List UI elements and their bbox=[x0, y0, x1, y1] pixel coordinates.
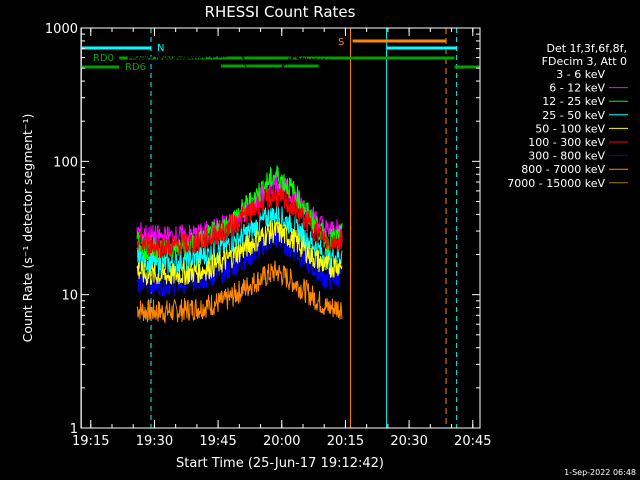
x-tick-label: 20:30 bbox=[390, 434, 427, 449]
legend-header-line: Det 1f,3f,6f,8f, bbox=[546, 42, 627, 55]
series-800-7000keV-trace bbox=[136, 260, 343, 325]
annotation-rd6: RD6 bbox=[125, 62, 146, 73]
legend-label: 100 - 300 keV bbox=[528, 136, 605, 149]
legend-label: 800 - 7000 keV bbox=[521, 163, 605, 176]
legend: Det 1f,3f,6f,8f,FDecim 3, Att 03 - 6 keV… bbox=[507, 42, 628, 190]
plot-frame bbox=[80, 27, 481, 429]
series-100-300keV-trace bbox=[136, 187, 343, 260]
x-tick-label: 20:15 bbox=[327, 434, 364, 449]
chart-title: RHESSI Count Rates bbox=[205, 3, 356, 21]
annotation-s: S bbox=[338, 37, 344, 48]
trace-path bbox=[136, 220, 343, 286]
series-50-100keV-trace bbox=[136, 220, 343, 286]
trace-path bbox=[127, 51, 342, 90]
x-axis-label: Start Time (25-Jun-17 19:12:42) bbox=[176, 456, 384, 471]
series-3-6keV-trace bbox=[127, 51, 343, 90]
annotation-rd0: RD0 bbox=[93, 53, 114, 64]
y-tick-label: 10 bbox=[61, 289, 78, 304]
trace-path bbox=[136, 204, 343, 276]
y-tick-label: 1000 bbox=[45, 22, 78, 37]
legend-label: 12 - 25 keV bbox=[542, 95, 605, 108]
x-tick-label: 19:30 bbox=[136, 434, 173, 449]
footer-date: 1-Sep-2022 06:48 bbox=[564, 468, 636, 477]
trace-path bbox=[136, 260, 343, 325]
trace-path bbox=[136, 187, 343, 260]
y-tick-label: 1 bbox=[70, 422, 78, 437]
legend-label: 25 - 50 keV bbox=[542, 109, 605, 122]
y-tick-label: 100 bbox=[53, 155, 78, 170]
x-tick-label: 19:45 bbox=[199, 434, 236, 449]
series-group bbox=[127, 51, 343, 325]
legend-header-line: FDecim 3, Att 0 bbox=[542, 55, 627, 68]
x-tick-label: 19:15 bbox=[72, 434, 109, 449]
legend-label: 6 - 12 keV bbox=[549, 82, 605, 95]
y-axis-label: Count Rate (s⁻¹ detector segment⁻¹) bbox=[20, 114, 35, 343]
axis-ticks: 19:15 19:30 19:45 20:00 20:15 20:30 20:45 1 10 10… bbox=[45, 22, 492, 449]
series-25-50keV-trace bbox=[136, 204, 343, 276]
x-tick-label: 20:00 bbox=[263, 434, 300, 449]
legend-label: 300 - 800 keV bbox=[528, 150, 605, 163]
x-tick-label: 20:45 bbox=[454, 434, 491, 449]
legend-label: 3 - 6 keV bbox=[556, 68, 605, 81]
legend-label: 7000 - 15000 keV bbox=[507, 177, 605, 190]
legend-label: 50 - 100 keV bbox=[535, 122, 605, 135]
annotation-n: N bbox=[157, 43, 164, 54]
